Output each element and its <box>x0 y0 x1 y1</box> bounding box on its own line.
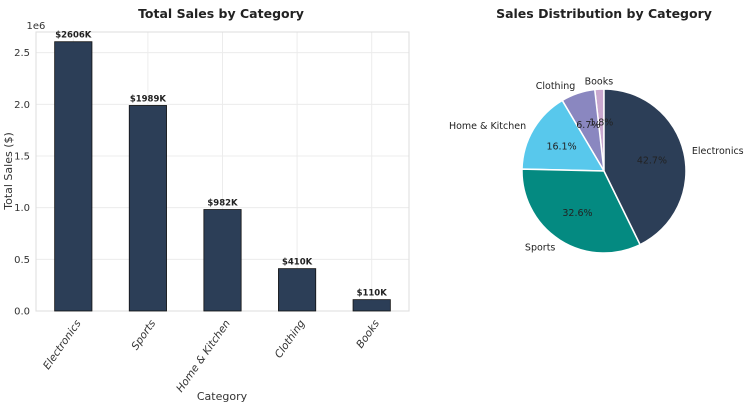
y-tick-label: 0.0 <box>14 307 30 318</box>
pie-labels: Books Clothing Home & Kitchen Sports Electro… <box>449 76 744 253</box>
y-tick-label: 2.5 <box>14 48 30 59</box>
bars <box>54 41 391 312</box>
bar <box>128 105 167 312</box>
pie-slice-label: Electronics <box>692 146 744 157</box>
bar-data-label: $982K <box>207 199 238 209</box>
y-axis-label: Total Sales ($) <box>2 132 15 211</box>
pie-slice <box>521 99 606 172</box>
bar <box>352 299 391 312</box>
x-tick-label: Books <box>354 317 382 350</box>
x-axis-label: Category <box>197 390 248 403</box>
y-ticks: 0.0 0.5 1.0 1.5 2.0 2.5 <box>14 48 30 317</box>
pie-percent-label: 1.8% <box>589 117 613 128</box>
bar-grid <box>36 32 409 312</box>
bar-data-label: $410K <box>282 258 313 268</box>
bar-data-label: $2606K <box>55 31 92 41</box>
y-tick-label: 2.0 <box>14 100 30 111</box>
bar <box>54 41 93 312</box>
pie-percent-labels: 1.8%6.7%16.1% 32.6% 42.7% <box>546 117 667 219</box>
bar-chart-title: Total Sales by Category <box>138 6 304 21</box>
x-tick-label: Home & Kitchen <box>174 318 233 395</box>
x-tick-label: Sports <box>129 317 158 352</box>
pie-slice <box>521 168 642 254</box>
pie-slice-label: Books <box>585 76 614 87</box>
pie-percent-label: 6.7% <box>576 120 600 131</box>
pie-slice-label: Sports <box>525 242 556 253</box>
y-tick-label: 1.5 <box>14 152 30 163</box>
y-tick-label: 1.0 <box>14 203 30 214</box>
y-tick-label: 0.5 <box>14 255 30 266</box>
bar-chart: Total Sales by Category 1e6 0.0 0.5 1.0 1.5… <box>2 6 410 403</box>
pie-percent-label: 16.1% <box>546 142 576 153</box>
pie-chart-title: Sales Distribution by Category <box>496 6 712 21</box>
bar <box>278 268 317 312</box>
pie-percent-label: 32.6% <box>562 208 592 219</box>
pie-chart: Sales Distribution by Category Books Clot… <box>449 6 744 254</box>
y-offset-label: 1e6 <box>27 21 46 32</box>
bar <box>203 209 242 312</box>
bar-data-label: $1989K <box>130 94 167 104</box>
pie-slice-label: Clothing <box>536 81 576 92</box>
x-tick-label: Electronics <box>41 317 84 371</box>
x-ticks: Electronics Sports Home & Kitchen Clothing B… <box>41 317 382 394</box>
bar-data-labels: $2606K $1989K $982K $410K $110K <box>55 31 387 299</box>
pie-slice <box>603 88 687 246</box>
pie-slice-label: Home & Kitchen <box>449 121 526 132</box>
pie-percent-label: 42.7% <box>637 155 667 166</box>
bar-data-label: $110K <box>357 289 388 299</box>
x-tick-label: Clothing <box>273 318 308 361</box>
pie-slices <box>521 88 687 254</box>
